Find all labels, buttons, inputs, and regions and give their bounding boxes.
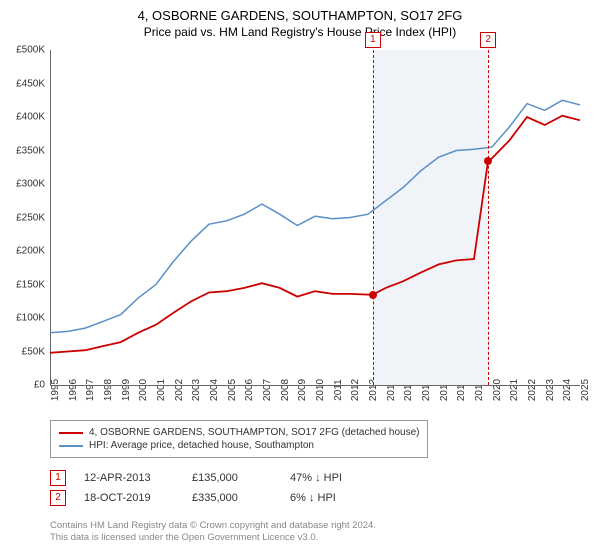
footer-line-1: Contains HM Land Registry data © Crown c… (50, 520, 376, 532)
title-block: 4, OSBORNE GARDENS, SOUTHAMPTON, SO17 2F… (0, 0, 600, 39)
note-hpi: 6% ↓ HPI (290, 492, 390, 504)
chart-container: 4, OSBORNE GARDENS, SOUTHAMPTON, SO17 2F… (0, 0, 600, 560)
marker-line-1 (373, 50, 374, 385)
x-axis-line (50, 385, 580, 386)
y-tick-label: £350K (5, 145, 45, 156)
legend-row: 4, OSBORNE GARDENS, SOUTHAMPTON, SO17 2F… (59, 427, 419, 438)
y-tick-label: £100K (5, 313, 45, 324)
note-price: £335,000 (192, 492, 272, 504)
legend-box: 4, OSBORNE GARDENS, SOUTHAMPTON, SO17 2F… (50, 420, 428, 458)
y-tick-label: £150K (5, 279, 45, 290)
chart-title: 4, OSBORNE GARDENS, SOUTHAMPTON, SO17 2F… (0, 8, 600, 23)
y-tick-label: £0 (5, 380, 45, 391)
legend-swatch (59, 432, 83, 434)
marker-label-2: 2 (480, 32, 496, 48)
legend-label: HPI: Average price, detached house, Sout… (89, 440, 314, 451)
marker-dot-2 (484, 157, 492, 165)
y-tick-label: £200K (5, 246, 45, 257)
legend-label: 4, OSBORNE GARDENS, SOUTHAMPTON, SO17 2F… (89, 427, 419, 438)
legend-swatch (59, 445, 83, 447)
y-tick-label: £250K (5, 212, 45, 223)
note-date: 18-OCT-2019 (84, 492, 174, 504)
chart-area: £0£50K£100K£150K£200K£250K£300K£350K£400… (50, 50, 580, 385)
note-hpi: 47% ↓ HPI (290, 472, 390, 484)
note-row: 1 12-APR-2013 £135,000 47% ↓ HPI (50, 470, 390, 486)
sale-notes: 1 12-APR-2013 £135,000 47% ↓ HPI 2 18-OCT-201… (50, 466, 390, 510)
note-marker: 1 (50, 470, 66, 486)
note-row: 2 18-OCT-2019 £335,000 6% ↓ HPI (50, 490, 390, 506)
series-property (50, 116, 580, 353)
x-tick-label: 2025 (580, 379, 591, 401)
y-tick-label: £50K (5, 346, 45, 357)
marker-label-1: 1 (365, 32, 381, 48)
legend-row: HPI: Average price, detached house, Sout… (59, 440, 419, 451)
note-price: £135,000 (192, 472, 272, 484)
chart-lines (50, 50, 580, 385)
marker-line-2 (488, 50, 489, 385)
note-marker: 2 (50, 490, 66, 506)
chart-subtitle: Price paid vs. HM Land Registry's House … (0, 25, 600, 39)
footer-line-2: This data is licensed under the Open Gov… (50, 532, 376, 544)
y-tick-label: £400K (5, 112, 45, 123)
y-tick-label: £450K (5, 78, 45, 89)
y-tick-label: £300K (5, 179, 45, 190)
y-tick-label: £500K (5, 45, 45, 56)
footer-attribution: Contains HM Land Registry data © Crown c… (50, 520, 376, 545)
note-date: 12-APR-2013 (84, 472, 174, 484)
marker-dot-1 (369, 291, 377, 299)
series-hpi (50, 100, 580, 332)
